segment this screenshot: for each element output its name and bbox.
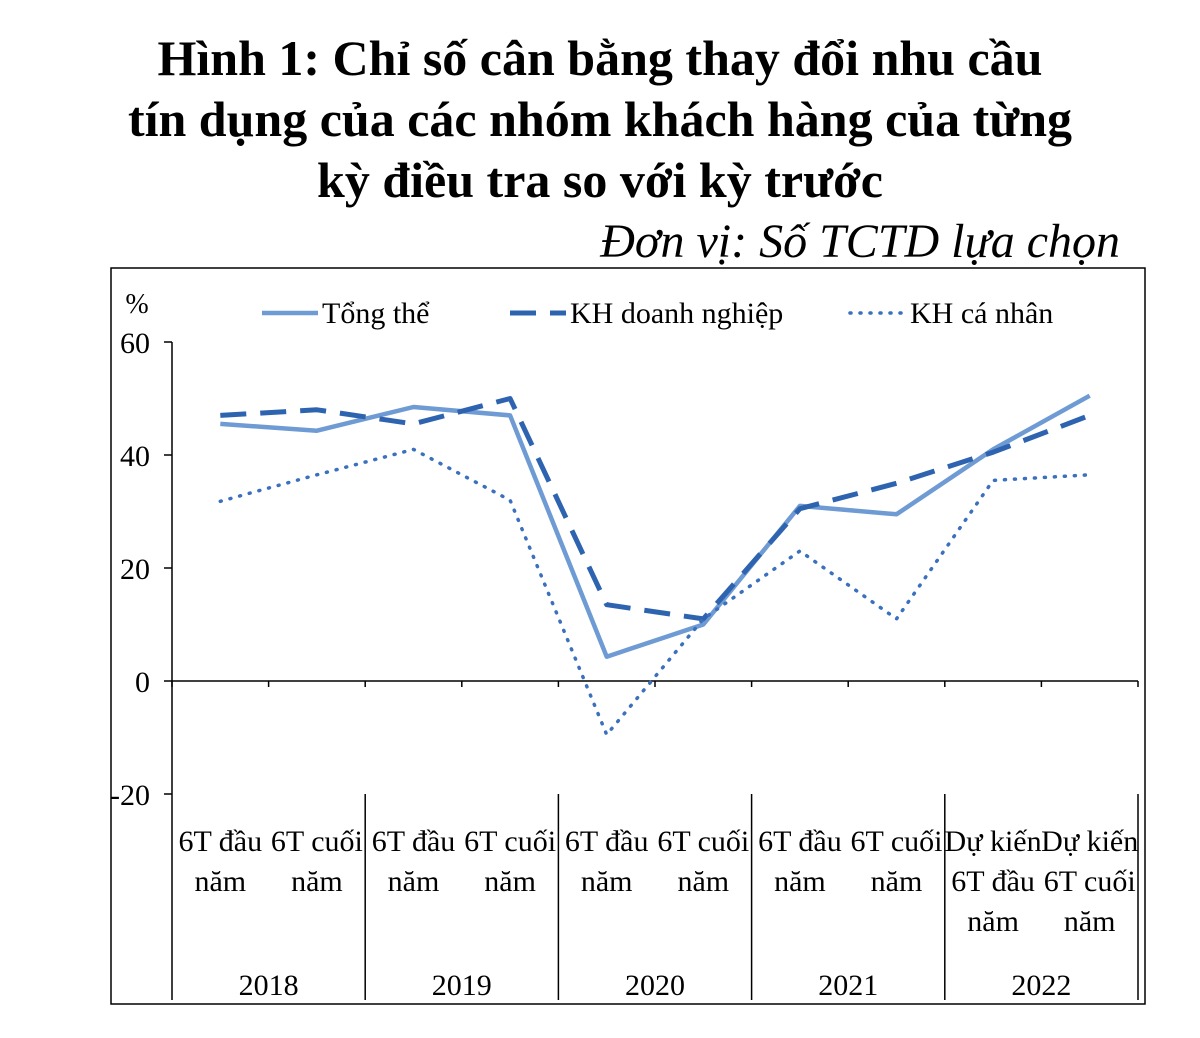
group-label: 2019 [432,969,492,1002]
x-tick-label: năm [194,865,246,898]
x-tick-label: năm [484,865,536,898]
group-label: 2021 [818,969,878,1002]
plot-frame [110,267,1146,1005]
group-label: 2018 [239,969,299,1002]
x-tick-label: 6T cuối [851,825,943,858]
unit-label: Đơn vị: Số TCTD lựa chọn [600,215,1120,268]
y-axis-unit: % [125,289,148,320]
group-label: 2020 [625,969,685,1002]
x-tick-label: năm [774,865,826,898]
title-line-1: Hình 1: Chỉ số cân bằng thay đổi nhu cầu [157,30,1043,86]
x-tick-label: 6T đầu [372,825,456,858]
y-tick-label: 20 [120,553,150,586]
x-tick-label: năm [871,865,923,898]
series-line-3 [218,447,1092,737]
x-tick-label: năm [388,865,440,898]
x-tick-label: năm [967,905,1019,938]
legend-label-1: Tổng thể [322,297,430,330]
x-tick-label: năm [581,865,633,898]
series-line-2 [220,396,1091,622]
title-line-2: tín dụng của các nhóm khách hàng của từn… [127,91,1073,147]
x-tick-label: 6T đầu [565,825,649,858]
x-tick-label: 6T cuối [1044,865,1136,898]
x-tick-label: 6T cuối [464,825,556,858]
y-tick-label: 0 [135,666,150,699]
x-tick-label: 6T đầu [178,825,262,858]
y-tick-label: 60 [120,327,150,360]
title-line-3: kỳ điều tra so với kỳ trước [317,152,883,208]
group-label: 2022 [1011,969,1071,1002]
x-tick-label: Dự kiến [945,825,1042,858]
chart-title: Hình 1: Chỉ số cân bằng thay đổi nhu cầu… [0,28,1200,211]
y-tick-label: 40 [120,440,150,473]
x-tick-label: Dự kiến [1041,825,1138,858]
x-tick-label: năm [291,865,343,898]
legend-label-2: KH doanh nghiệp [570,297,783,330]
x-tick-label: 6T đầu [758,825,842,858]
x-tick-label: 6T đầu [951,865,1035,898]
y-tick-label: -20 [110,779,150,812]
x-tick-label: năm [677,865,729,898]
x-tick-label: 6T cuối [657,825,749,858]
x-tick-label: năm [1064,905,1116,938]
legend-label-3: KH cá nhân [910,297,1053,330]
x-tick-label: 6T cuối [271,825,363,858]
